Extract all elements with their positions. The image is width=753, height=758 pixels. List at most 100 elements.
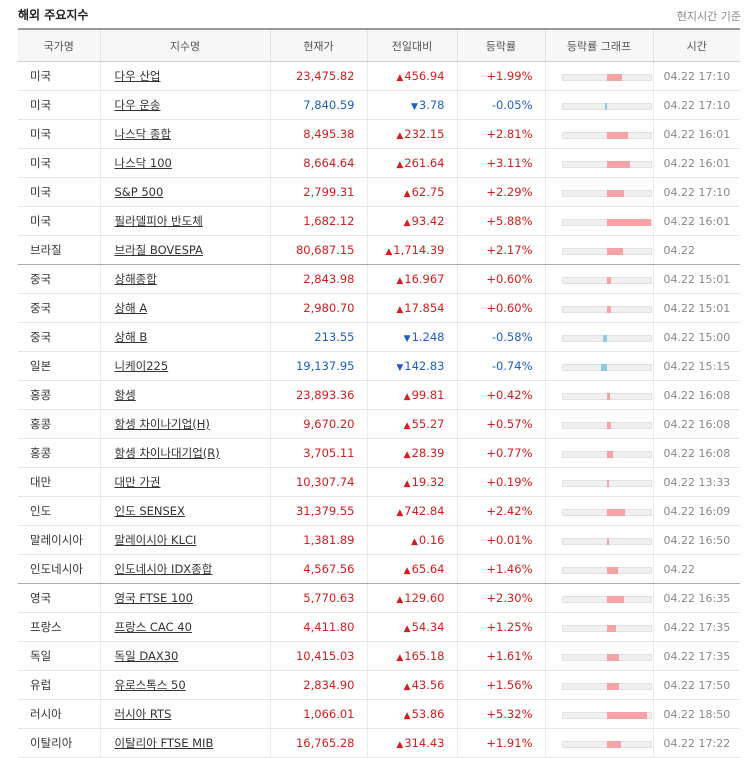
index-link[interactable]: 나스닥 종합 <box>114 127 172 141</box>
rate-bar <box>606 654 619 661</box>
index-name-cell: 다우 운송 <box>99 90 270 120</box>
index-link[interactable]: 말레이시아 KLCI <box>114 533 197 547</box>
index-name-cell: 유로스톡스 50 <box>99 670 270 700</box>
index-link[interactable]: 유로스톡스 50 <box>114 678 186 692</box>
index-link[interactable]: 이탈리아 FTSE MIB <box>114 736 214 750</box>
col-change: 전일대비 <box>366 29 457 62</box>
index-link[interactable]: 나스닥 100 <box>114 156 172 170</box>
change-value: 55.27 <box>411 417 445 431</box>
index-link[interactable]: 다우 운송 <box>114 98 161 112</box>
index-link[interactable]: 러시아 RTS <box>114 707 172 721</box>
rate-cell: +2.30% <box>456 583 545 613</box>
rate-cell: +2.81% <box>456 119 545 149</box>
change-value: 0.16 <box>418 533 445 547</box>
change-value: 3.78 <box>418 98 445 112</box>
index-link[interactable]: 항셍 차이나기업(H) <box>114 417 210 431</box>
triangle-up-icon: ▲ <box>403 682 411 692</box>
triangle-up-icon: ▲ <box>403 624 411 634</box>
country-cell: 인도네시아 <box>18 554 100 584</box>
time-cell: 04.22 <box>652 235 740 265</box>
table-row: 중국 상해 A 2,980.70 ▲17.854 +0.60% 04.22 15:01 <box>18 293 740 323</box>
time-cell: 04.22 16:08 <box>652 380 740 410</box>
table-row: 미국 필라델피아 반도체 1,682.12 ▲93.42 +5.88% 04.22 16:… <box>18 206 740 236</box>
change-value: 456.94 <box>404 69 445 83</box>
index-link[interactable]: 상해 A <box>114 301 148 315</box>
index-link[interactable]: 상해 B <box>114 330 148 344</box>
index-link[interactable]: 대만 가권 <box>114 475 161 489</box>
triangle-down-icon: ▼ <box>403 334 411 344</box>
country-cell: 이탈리아 <box>18 728 100 758</box>
price-cell: 23,475.82 <box>269 61 367 91</box>
time-cell: 04.22 15:01 <box>652 264 740 294</box>
table-row: 브라질 브라질 BOVESPA 80,687.15 ▲1,714.39 +2.17% 04… <box>18 235 740 265</box>
rate-graph-cell <box>544 670 653 700</box>
index-link[interactable]: 인도네시아 IDX종합 <box>114 562 213 576</box>
rate-bar-track <box>561 74 652 81</box>
index-link[interactable]: 상해종합 <box>114 272 157 286</box>
rate-cell: -0.58% <box>456 322 545 352</box>
rate-graph-cell <box>544 583 653 613</box>
index-name-cell: 상해 A <box>99 293 270 323</box>
rate-bar <box>606 480 609 487</box>
table-row: 미국 나스닥 종합 8,495.38 ▲232.15 +2.81% 04.22 16:01 <box>18 119 740 149</box>
triangle-up-icon: ▲ <box>396 595 404 605</box>
index-name-cell: 항셍 차이나기업(H) <box>99 409 270 439</box>
triangle-up-icon: ▲ <box>396 740 404 750</box>
index-link[interactable]: 브라질 BOVESPA <box>114 243 203 257</box>
country-cell: 중국 <box>18 264 100 294</box>
price-cell: 8,664.64 <box>269 148 367 178</box>
change-cell: ▲99.81 <box>366 380 457 410</box>
index-link[interactable]: 니케이225 <box>114 359 169 373</box>
triangle-up-icon: ▲ <box>396 73 404 83</box>
index-link[interactable]: 항셍 <box>114 388 136 402</box>
triangle-up-icon: ▲ <box>403 189 411 199</box>
change-cell: ▲43.56 <box>366 670 457 700</box>
time-cell: 04.22 15:15 <box>652 351 740 381</box>
change-value: 314.43 <box>404 736 445 750</box>
price-cell: 80,687.15 <box>269 235 367 265</box>
table-row: 미국 다우 운송 7,840.59 ▼3.78 -0.05% 04.22 17:10 <box>18 90 740 120</box>
index-name-cell: 상해 B <box>99 322 270 352</box>
index-name-cell: 항셍 차이나대기업(R) <box>99 438 270 468</box>
price-cell: 7,840.59 <box>269 90 367 120</box>
rate-bar <box>602 335 607 342</box>
rate-bar-track <box>561 712 652 719</box>
change-cell: ▼1.248 <box>366 322 457 352</box>
change-value: 261.64 <box>404 156 445 170</box>
rate-graph-cell <box>544 90 653 120</box>
index-link[interactable]: 다우 산업 <box>114 69 161 83</box>
table-row: 인도 인도 SENSEX 31,379.55 ▲742.84 +2.42% 04.22 1… <box>18 496 740 526</box>
index-name-cell: 항셍 <box>99 380 270 410</box>
change-cell: ▲232.15 <box>366 119 457 149</box>
index-link[interactable]: S&P 500 <box>114 185 164 199</box>
rate-cell: +1.25% <box>456 612 545 642</box>
rate-bar <box>606 393 610 400</box>
index-link[interactable]: 항셍 차이나대기업(R) <box>114 446 220 460</box>
index-link[interactable]: 인도 SENSEX <box>114 504 185 518</box>
rate-bar <box>606 712 647 719</box>
country-cell: 미국 <box>18 90 100 120</box>
col-index-name: 지수명 <box>99 29 270 62</box>
index-link[interactable]: 독일 DAX30 <box>114 649 179 663</box>
rate-bar <box>606 451 613 458</box>
triangle-up-icon: ▲ <box>410 537 418 547</box>
price-cell: 10,307.74 <box>269 467 367 497</box>
rate-bar-track <box>561 538 652 545</box>
index-link[interactable]: 영국 FTSE 100 <box>114 591 193 605</box>
rate-bar <box>606 219 651 226</box>
table-row: 홍콩 항셍 23,893.36 ▲99.81 +0.42% 04.22 16:08 <box>18 380 740 410</box>
rate-bar-track <box>561 422 652 429</box>
country-cell: 프랑스 <box>18 612 100 642</box>
price-cell: 4,567.56 <box>269 554 367 584</box>
index-link[interactable]: 프랑스 CAC 40 <box>114 620 192 634</box>
time-cell: 04.22 16:50 <box>652 525 740 555</box>
triangle-down-icon: ▼ <box>396 363 404 373</box>
index-name-cell: 독일 DAX30 <box>99 641 270 671</box>
country-cell: 미국 <box>18 177 100 207</box>
price-cell: 10,415.03 <box>269 641 367 671</box>
time-cell: 04.22 13:33 <box>652 467 740 497</box>
rate-bar <box>606 132 628 139</box>
rate-bar <box>606 741 621 748</box>
index-link[interactable]: 필라델피아 반도체 <box>114 214 203 228</box>
rate-bar <box>606 74 622 81</box>
